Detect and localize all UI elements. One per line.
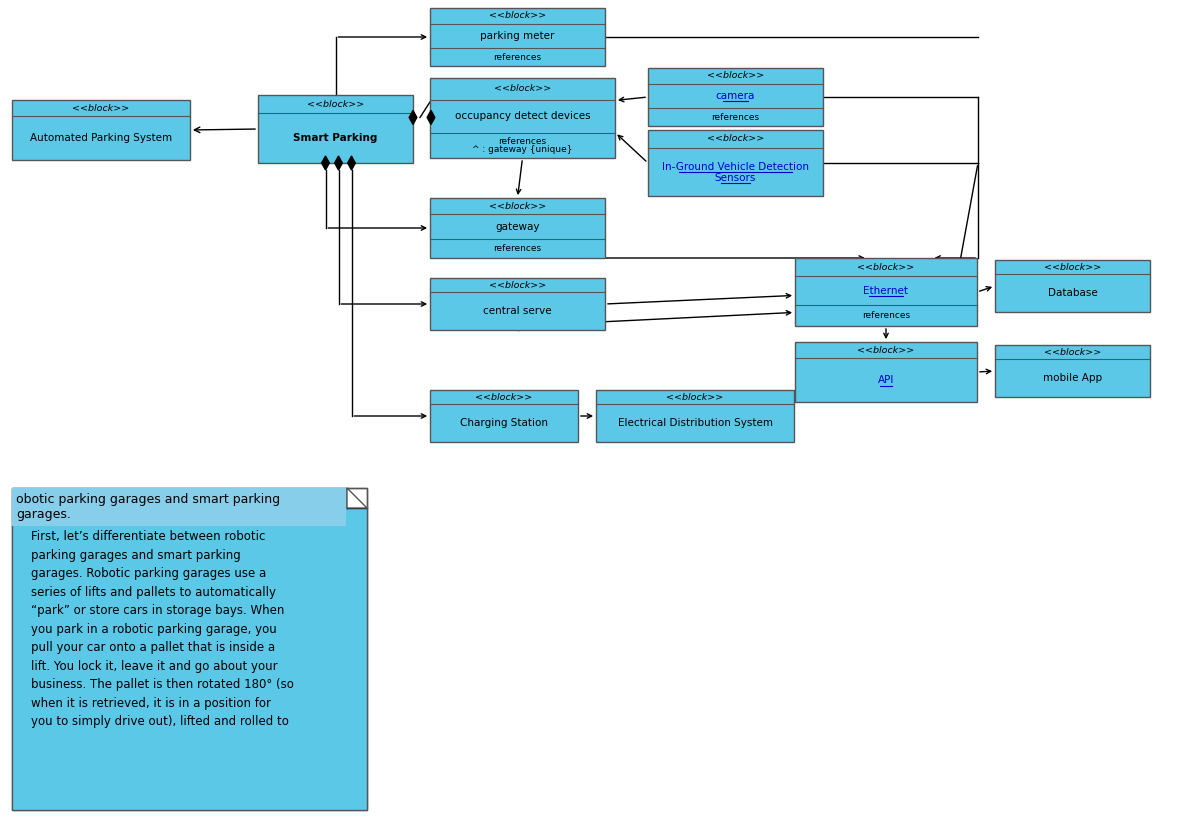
Bar bbox=[12, 100, 190, 160]
Text: <<block>>: <<block>> bbox=[1044, 348, 1101, 357]
Text: references: references bbox=[494, 244, 542, 253]
Bar bbox=[795, 342, 977, 402]
Text: <<block>>: <<block>> bbox=[857, 345, 914, 354]
Text: gateway: gateway bbox=[495, 222, 540, 232]
Bar bbox=[996, 345, 1150, 397]
Text: references: references bbox=[862, 311, 911, 320]
Text: <<block>>: <<block>> bbox=[666, 393, 724, 401]
Bar bbox=[648, 130, 823, 196]
Polygon shape bbox=[347, 488, 367, 508]
Text: Automated Parking System: Automated Parking System bbox=[30, 133, 172, 143]
Text: <<block>>: <<block>> bbox=[857, 263, 914, 272]
Text: <<block>>: <<block>> bbox=[1044, 262, 1101, 271]
Text: First, let’s differentiate between robotic
    parking garages and smart parking: First, let’s differentiate between robot… bbox=[17, 530, 294, 728]
Text: Electrical Distribution System: Electrical Distribution System bbox=[618, 418, 772, 428]
Bar bbox=[347, 508, 367, 810]
Bar bbox=[12, 488, 367, 810]
Text: parking meter: parking meter bbox=[481, 31, 555, 41]
Text: <<block>>: <<block>> bbox=[707, 135, 764, 143]
Text: <<block>>: <<block>> bbox=[489, 201, 546, 210]
Polygon shape bbox=[321, 156, 329, 170]
Text: <<block>>: <<block>> bbox=[489, 12, 546, 21]
Text: Sensors: Sensors bbox=[715, 173, 756, 183]
Text: Ethernet: Ethernet bbox=[863, 285, 908, 296]
Bar bbox=[12, 488, 347, 810]
Polygon shape bbox=[347, 156, 355, 170]
Polygon shape bbox=[409, 110, 417, 124]
Text: <<block>>: <<block>> bbox=[476, 393, 533, 401]
Bar bbox=[795, 258, 977, 326]
Text: Charging Station: Charging Station bbox=[461, 418, 548, 428]
Bar bbox=[430, 198, 605, 258]
Text: Database: Database bbox=[1048, 288, 1097, 298]
Text: <<block>>: <<block>> bbox=[489, 280, 546, 289]
Polygon shape bbox=[428, 110, 435, 124]
Text: <<block>>: <<block>> bbox=[707, 72, 764, 81]
Bar bbox=[430, 278, 605, 330]
Polygon shape bbox=[334, 156, 342, 170]
Text: references: references bbox=[494, 53, 542, 62]
Bar bbox=[430, 390, 578, 442]
Text: <<block>>: <<block>> bbox=[494, 85, 552, 94]
Text: ^ : gateway {unique}: ^ : gateway {unique} bbox=[472, 145, 573, 155]
Text: camera: camera bbox=[716, 91, 755, 101]
Text: references: references bbox=[498, 137, 547, 146]
Text: In-Ground Vehicle Detection: In-Ground Vehicle Detection bbox=[663, 162, 809, 172]
Bar bbox=[257, 95, 413, 163]
Bar bbox=[12, 488, 346, 526]
Bar bbox=[996, 260, 1150, 312]
Text: <<block>>: <<block>> bbox=[72, 104, 130, 113]
Bar bbox=[648, 68, 823, 126]
Text: API: API bbox=[877, 375, 894, 385]
Text: central serve: central serve bbox=[483, 306, 552, 316]
Bar bbox=[596, 390, 794, 442]
Text: mobile App: mobile App bbox=[1043, 373, 1102, 383]
Text: <<block>>: <<block>> bbox=[307, 99, 364, 109]
Text: obotic parking garages and smart parking
garages.: obotic parking garages and smart parking… bbox=[17, 493, 280, 521]
Text: references: references bbox=[711, 113, 759, 122]
Text: occupancy detect devices: occupancy detect devices bbox=[455, 112, 590, 122]
Bar bbox=[430, 78, 615, 158]
Bar bbox=[12, 488, 367, 810]
Bar bbox=[430, 8, 605, 66]
Text: Smart Parking: Smart Parking bbox=[293, 133, 378, 143]
